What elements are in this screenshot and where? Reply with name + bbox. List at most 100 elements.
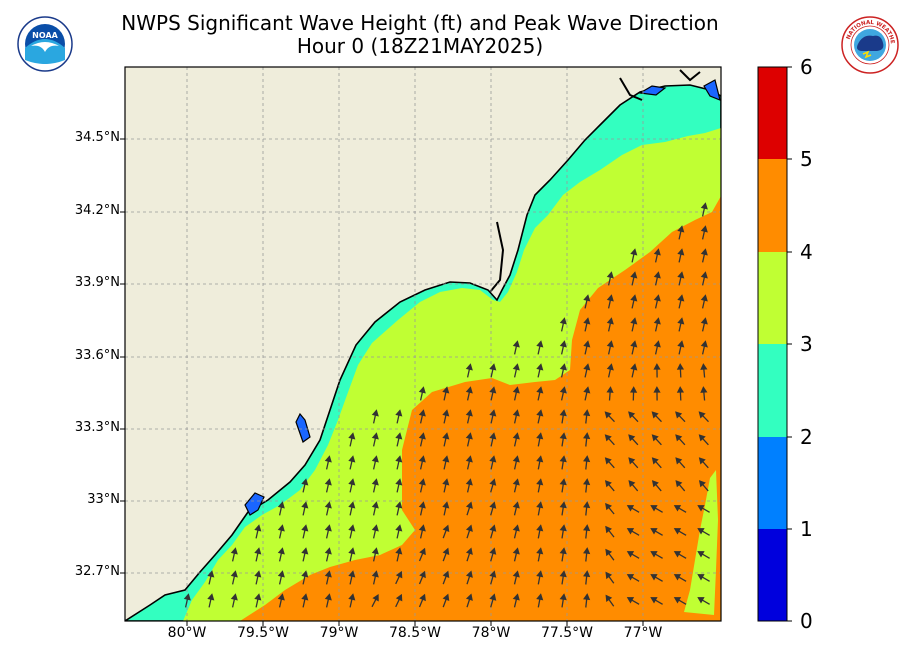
wave-arrow-head [673, 574, 682, 581]
wave-arrow-head [630, 317, 638, 325]
wave-arrow-head [277, 570, 285, 578]
wave-arrow-head [465, 409, 473, 417]
wave-arrow-head [442, 478, 450, 486]
lon-label: 77°W [623, 625, 663, 641]
wave-arrow-head [606, 294, 614, 302]
wave-arrow-head [348, 478, 356, 486]
wave-arrow-head [700, 340, 708, 348]
wave-arrow-head [442, 593, 450, 601]
wave-arrow-head [395, 455, 403, 463]
wave-arrow-head [395, 524, 403, 532]
wave-arrow-head [442, 432, 450, 440]
wave-arrow-head [650, 505, 658, 512]
wave-arrow-head [700, 294, 708, 302]
wave-arrow-head [489, 524, 497, 532]
wave-arrow-head [489, 432, 497, 440]
lon-label: 77.5°W [540, 625, 593, 641]
wave-arrow-head [230, 593, 238, 601]
wave-arrow-head [512, 340, 520, 348]
wave-arrow-head [675, 480, 683, 488]
map-grid [125, 67, 721, 621]
wave-arrow-head [559, 524, 567, 532]
wave-arrow-head [559, 570, 567, 578]
wave-arrow-head [697, 505, 705, 512]
wave-arrow-head [583, 547, 591, 555]
wave-arrow-head [559, 501, 567, 509]
lat-label: 34.5°N [74, 130, 120, 145]
wave-arrow-head [395, 501, 403, 509]
wave-arrow-head [348, 455, 356, 463]
wave-arrow-head [395, 547, 403, 555]
wave-arrow-head [489, 478, 497, 486]
wave-arrow-head [559, 386, 567, 394]
wave-arrow-head [653, 248, 661, 256]
wave-arrow-head [604, 480, 612, 488]
wave-arrow-head [673, 551, 682, 558]
wave-arrow-head [465, 524, 473, 532]
lat-label: 33.6°N [74, 348, 120, 363]
wave-arrow-head [536, 478, 544, 486]
wave-arrow-head [324, 478, 332, 486]
wave-arrow-head [324, 570, 332, 578]
wave-arrow-head [651, 480, 659, 488]
wave-arrow-head [371, 478, 379, 486]
wave-arrow-head [395, 570, 403, 579]
wave-arrow-head [371, 547, 379, 555]
wave-arrow-head [700, 271, 708, 279]
wave-arrow-head [536, 386, 544, 394]
wave-arrow-head [348, 524, 356, 532]
wave-arrow-head [676, 363, 685, 370]
wave-arrow-head [536, 409, 544, 417]
wave-arrow-head [512, 455, 520, 463]
wave-arrow-head [512, 478, 520, 486]
wave-arrow-head [489, 501, 497, 509]
wave-arrow-head [605, 594, 613, 602]
wave-arrow-head [512, 432, 520, 440]
wave-arrow-head [324, 547, 332, 555]
wave-arrow-head [651, 434, 659, 442]
wave-arrow-head [536, 524, 544, 532]
wave-arrow-head [371, 501, 379, 509]
wave-arrow-head [512, 409, 520, 417]
wave-arrow-head [650, 551, 658, 558]
wave-arrow-head [675, 434, 683, 442]
wave-arrow-head [301, 524, 309, 532]
wave-arrow-head [465, 501, 473, 509]
wave-arrow-head [653, 271, 661, 279]
wave-arrow-head [348, 432, 356, 440]
wave-arrow-head [536, 455, 544, 463]
wave-arrow-head [465, 570, 473, 578]
wave-arrow-head [230, 570, 238, 578]
wave-arrow-head [650, 574, 658, 581]
wave-arrow-head [651, 411, 659, 419]
wave-direction-arrows [183, 202, 710, 608]
lon-label: 79.5°W [236, 625, 289, 641]
wave-arrow-head [395, 478, 403, 486]
wave-arrow-head [301, 478, 309, 486]
wave-arrow-head [348, 547, 356, 555]
wave-arrow-head [676, 386, 685, 393]
wave-arrow-head [512, 570, 520, 578]
wave-arrow-head [489, 570, 497, 578]
wave-band-offshore-3-4ft [684, 470, 718, 615]
wave-arrow-head [207, 570, 215, 578]
colorbar-segment-2-3 [758, 344, 787, 437]
wave-arrow-head [698, 411, 706, 419]
wave-arrow-head [697, 574, 705, 581]
wave-arrow-head [630, 363, 638, 371]
wave-arrow-head [677, 294, 685, 302]
wave-arrow-head [489, 593, 497, 601]
wave-arrow-head [465, 386, 473, 394]
wave-arrow-head [697, 551, 705, 558]
wave-arrow-head [630, 248, 638, 256]
lat-label: 34.2°N [74, 203, 120, 218]
wave-arrow-head [630, 340, 638, 348]
wave-arrow-head [442, 501, 450, 509]
wave-arrow-head [465, 593, 473, 601]
wave-arrow-head [700, 225, 708, 233]
wave-arrow-head [673, 597, 682, 604]
wave-arrow-head [277, 547, 285, 555]
wave-arrow-head [371, 432, 379, 440]
wave-arrow-head [604, 411, 612, 419]
wave-arrow-head [512, 547, 520, 555]
